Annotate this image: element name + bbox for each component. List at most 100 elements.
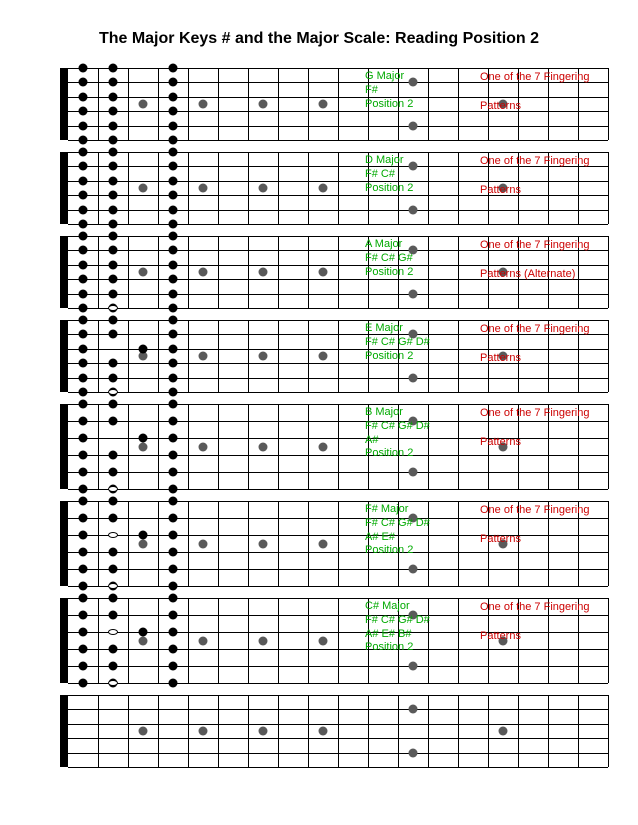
note-dot [169,289,178,298]
fret-marker [409,748,418,757]
key-label: G Major F# Position 2 [365,70,413,111]
nut [60,598,68,683]
fret-marker [259,268,268,277]
fret-marker [139,184,148,193]
note-dot [169,434,178,443]
pattern-label: One of the 7 Fingering Patterns [480,322,589,365]
fret-line [458,501,459,586]
note-dot [109,246,118,255]
fretboard-diagram: F# Major F# C# G# D# A# E# Position 2One… [30,501,608,586]
fret-line [278,320,279,392]
open-note-dot [108,532,118,538]
fret-marker [139,539,148,548]
note-dot [109,148,118,157]
fret-line [308,598,309,683]
fret-line [308,152,309,224]
fret-marker [199,352,208,361]
fret-marker [319,184,328,193]
note-dot [79,246,88,255]
string-line [68,224,608,225]
note-dot [169,148,178,157]
string-area: G Major F# Position 2One of the 7 Finger… [68,68,608,140]
fret-marker [319,636,328,645]
note-dot [139,531,148,540]
fret-marker [259,184,268,193]
nut [60,501,68,586]
fret-line [338,501,339,586]
fret-line [308,404,309,489]
note-dot [79,148,88,157]
fret-line [248,320,249,392]
note-dot [79,565,88,574]
fret-line [338,404,339,489]
fret-line [338,598,339,683]
fret-line [218,152,219,224]
note-dot [79,628,88,637]
fret-line [218,501,219,586]
note-dot [79,400,88,409]
fret-line [188,598,189,683]
note-dot [169,246,178,255]
note-dot [169,107,178,116]
string-line [68,586,608,587]
fret-line [578,695,579,767]
fret-line [428,695,429,767]
fret-marker [139,636,148,645]
fret-line [98,236,99,308]
note-dot [79,645,88,654]
fret-line [608,320,609,392]
fret-line [278,501,279,586]
fret-line [608,68,609,140]
fret-line [98,152,99,224]
open-note-dot [108,680,118,686]
fret-line [188,68,189,140]
note-dot [169,176,178,185]
fret-line [248,152,249,224]
fret-line [98,695,99,767]
fret-line [458,68,459,140]
note-dot [109,359,118,368]
note-dot [109,136,118,145]
fret-line [98,68,99,140]
fretboard-diagram: G Major F# Position 2One of the 7 Finger… [30,68,608,140]
fret-line [158,695,159,767]
fret-line [608,236,609,308]
note-dot [109,645,118,654]
note-dot [109,468,118,477]
fret-line [98,404,99,489]
fret-line [158,404,159,489]
fret-line [458,152,459,224]
fret-line [458,695,459,767]
note-dot [169,304,178,313]
fret-line [218,695,219,767]
fret-line [218,236,219,308]
note-dot [169,260,178,269]
string-line [68,308,608,309]
fret-line [548,695,549,767]
fret-line [248,695,249,767]
note-dot [109,220,118,229]
fretboard-diagram: B Major F# C# G# D# A# Position 2One of … [30,404,608,489]
fret-line [128,598,129,683]
fret-marker [319,352,328,361]
open-note-dot [108,629,118,635]
fret-line [248,236,249,308]
fret-marker [319,727,328,736]
note-dot [79,191,88,200]
fret-line [188,152,189,224]
fretboard-diagram: A Major F# C# G# Position 2One of the 7 … [30,236,608,308]
note-dot [79,107,88,116]
note-dot [109,316,118,325]
fret-line [458,404,459,489]
page-title: The Major Keys # and the Major Scale: Re… [30,30,608,48]
note-dot [109,92,118,101]
fret-line [338,236,339,308]
fret-line [608,152,609,224]
string-area [68,695,608,767]
fret-line [218,320,219,392]
fret-line [158,501,159,586]
note-dot [139,434,148,443]
note-dot [79,594,88,603]
note-dot [79,260,88,269]
fret-marker [409,565,418,574]
